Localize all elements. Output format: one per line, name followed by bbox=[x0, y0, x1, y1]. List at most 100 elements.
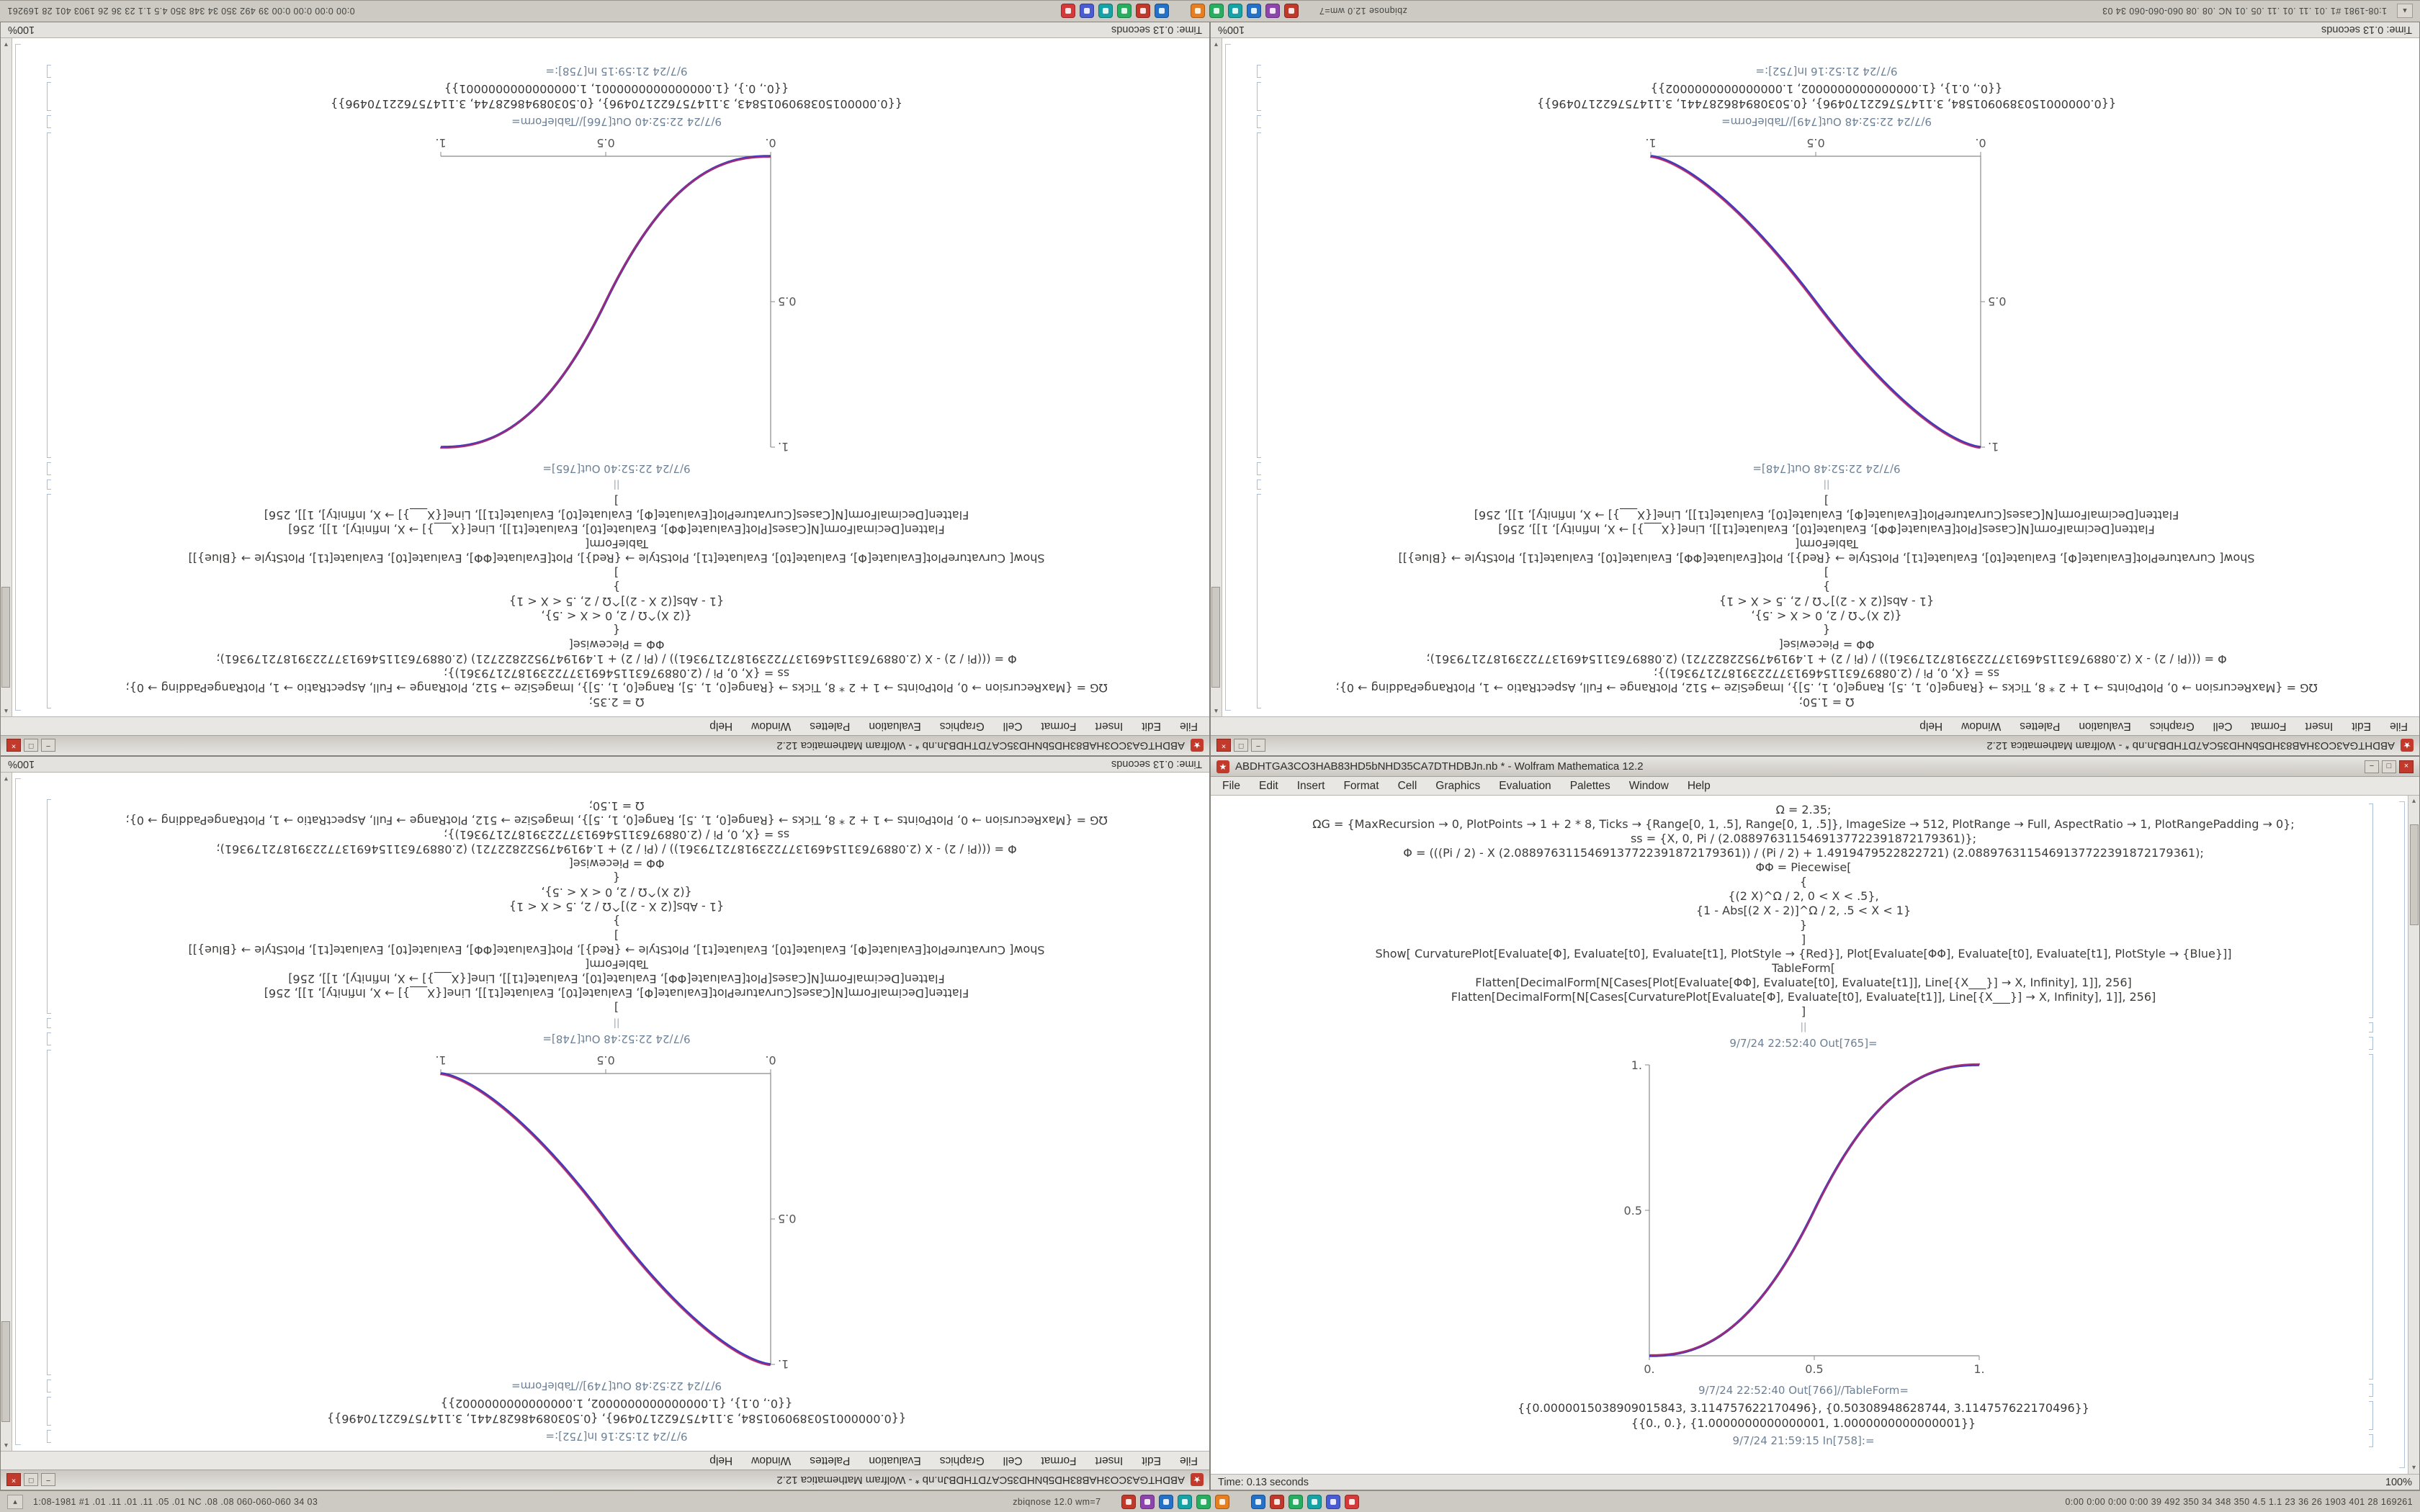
cell-bracket[interactable] bbox=[47, 1397, 51, 1426]
window-titlebar[interactable]: ★ ABDHTGA3CO3HAB83HD5bNHD35CA7DTHDBJn.nb… bbox=[1211, 735, 2419, 755]
minimize-button[interactable]: − bbox=[2365, 760, 2379, 773]
window-titlebar[interactable]: ★ ABDHTGA3CO3HAB83HD5bNHD35CA7DTHDBJn.nb… bbox=[1, 1470, 1209, 1490]
app-green-2-icon[interactable] bbox=[1289, 1494, 1304, 1509]
notebook-content[interactable]: Ω = 1.50; ΩG = {MaxRecursion → 0, PlotPoi… bbox=[1222, 38, 2419, 716]
close-button[interactable]: × bbox=[2399, 760, 2414, 773]
cell-bracket[interactable] bbox=[47, 480, 51, 490]
app-indigo-icon[interactable] bbox=[1326, 1494, 1341, 1509]
menu-edit[interactable]: Edit bbox=[1142, 720, 1162, 733]
cell-bracket[interactable] bbox=[2369, 1384, 2373, 1397]
menu-format[interactable]: Format bbox=[2251, 720, 2287, 733]
window-titlebar[interactable]: ★ ABDHTGA3CO3HAB83HD5bNHD35CA7DTHDBJn.nb… bbox=[1211, 757, 2419, 777]
menu-evaluation[interactable]: Evaluation bbox=[869, 1454, 921, 1467]
menu-cell[interactable]: Cell bbox=[1003, 720, 1023, 733]
menu-graphics[interactable]: Graphics bbox=[939, 1454, 985, 1467]
cell-bracket[interactable] bbox=[47, 1018, 51, 1028]
close-button[interactable]: × bbox=[6, 739, 21, 752]
vertical-scrollbar[interactable]: ▴ ▾ bbox=[2408, 796, 2419, 1474]
vertical-scrollbar[interactable]: ▴ ▾ bbox=[1211, 38, 1222, 716]
menu-cell[interactable]: Cell bbox=[2213, 720, 2233, 733]
scroll-up-icon[interactable]: ▴ bbox=[2411, 797, 2416, 805]
scroll-up-icon[interactable]: ▴ bbox=[1214, 707, 1219, 715]
show-desktop-button[interactable]: ▴ bbox=[7, 1494, 23, 1509]
menu-palettes[interactable]: Palettes bbox=[810, 720, 851, 733]
close-button[interactable]: × bbox=[1216, 739, 1231, 752]
cell-bracket[interactable] bbox=[2369, 1434, 2373, 1447]
menu-edit[interactable]: Edit bbox=[1258, 779, 1278, 792]
menu-insert[interactable]: Insert bbox=[2305, 720, 2334, 733]
cell-bracket[interactable] bbox=[2369, 1037, 2373, 1050]
menu-help[interactable]: Help bbox=[1919, 720, 1943, 733]
menu-window[interactable]: Window bbox=[1961, 720, 2002, 733]
cell-bracket[interactable] bbox=[47, 1380, 51, 1392]
cell-bracket[interactable] bbox=[47, 1050, 51, 1375]
cell-bracket[interactable] bbox=[1257, 494, 1261, 708]
maximize-button[interactable]: □ bbox=[24, 739, 38, 752]
maximize-button[interactable]: □ bbox=[24, 1473, 38, 1487]
cell-bracket[interactable] bbox=[1257, 462, 1261, 475]
app-blue-2-icon[interactable] bbox=[1251, 1494, 1266, 1509]
scroll-down-icon[interactable]: ▾ bbox=[2411, 1464, 2416, 1472]
menu-help[interactable]: Help bbox=[709, 720, 733, 733]
minimize-button[interactable]: − bbox=[41, 739, 55, 752]
cell-bracket[interactable] bbox=[47, 799, 51, 1014]
app-blue-icon[interactable] bbox=[1159, 1494, 1174, 1509]
cell-bracket[interactable] bbox=[2369, 1401, 2373, 1430]
menu-cell[interactable]: Cell bbox=[1003, 1454, 1023, 1467]
cell-group-bracket[interactable] bbox=[2399, 801, 2405, 1468]
maximize-button[interactable]: □ bbox=[1234, 739, 1248, 752]
menu-edit[interactable]: Edit bbox=[1142, 1454, 1162, 1467]
cell-group-bracket[interactable] bbox=[1225, 44, 1231, 711]
menu-evaluation[interactable]: Evaluation bbox=[869, 720, 921, 733]
scroll-up-icon[interactable]: ▴ bbox=[4, 707, 9, 715]
cell-bracket[interactable] bbox=[1257, 115, 1261, 128]
app-crimson-icon[interactable] bbox=[1345, 1494, 1360, 1509]
cell-bracket[interactable] bbox=[47, 1430, 51, 1443]
menu-help[interactable]: Help bbox=[1687, 779, 1711, 792]
cell-bracket[interactable] bbox=[1257, 480, 1261, 490]
scroll-down-icon[interactable]: ▾ bbox=[4, 775, 9, 783]
cell-bracket[interactable] bbox=[47, 132, 51, 458]
scrollbar-thumb[interactable] bbox=[1211, 587, 1221, 688]
menu-graphics[interactable]: Graphics bbox=[939, 720, 985, 733]
menu-file[interactable]: File bbox=[1180, 720, 1198, 733]
cell-bracket[interactable] bbox=[2369, 804, 2373, 1018]
menu-file[interactable]: File bbox=[2390, 720, 2408, 733]
menu-edit[interactable]: Edit bbox=[2352, 720, 2372, 733]
cell-bracket[interactable] bbox=[1257, 65, 1261, 78]
menu-format[interactable]: Format bbox=[1041, 1454, 1077, 1467]
menu-graphics[interactable]: Graphics bbox=[1435, 779, 1481, 792]
app-violet-icon[interactable] bbox=[1140, 1494, 1155, 1509]
menu-palettes[interactable]: Palettes bbox=[810, 1454, 851, 1467]
app-teal-icon[interactable] bbox=[1178, 1494, 1193, 1509]
menu-graphics[interactable]: Graphics bbox=[2149, 720, 2195, 733]
menu-help[interactable]: Help bbox=[709, 1454, 733, 1467]
menu-format[interactable]: Format bbox=[1343, 779, 1379, 792]
cell-bracket[interactable] bbox=[47, 1032, 51, 1045]
close-button[interactable]: × bbox=[6, 1473, 21, 1487]
scrollbar-thumb[interactable] bbox=[2409, 824, 2419, 925]
app-green-icon[interactable] bbox=[1196, 1494, 1211, 1509]
cell-bracket[interactable] bbox=[47, 65, 51, 78]
cell-bracket[interactable] bbox=[2369, 1022, 2373, 1032]
menu-window[interactable]: Window bbox=[751, 720, 792, 733]
menu-window[interactable]: Window bbox=[1628, 779, 1669, 792]
notebook-content[interactable]: Ω = 2.35; ΩG = {MaxRecursion → 0, PlotPoi… bbox=[12, 38, 1209, 716]
notebook-content[interactable]: Ω = 2.35; ΩG = {MaxRecursion → 0, PlotPoi… bbox=[1211, 796, 2408, 1474]
menu-insert[interactable]: Insert bbox=[1095, 1454, 1124, 1467]
menu-file[interactable]: File bbox=[1180, 1454, 1198, 1467]
app-red-2-icon[interactable] bbox=[1270, 1494, 1285, 1509]
menu-insert[interactable]: Insert bbox=[1095, 720, 1124, 733]
menu-evaluation[interactable]: Evaluation bbox=[1499, 779, 1551, 792]
cell-bracket[interactable] bbox=[1257, 82, 1261, 111]
cell-bracket[interactable] bbox=[47, 494, 51, 708]
app-teal-2-icon[interactable] bbox=[1307, 1494, 1322, 1509]
cell-bracket[interactable] bbox=[2369, 1054, 2373, 1380]
menu-cell[interactable]: Cell bbox=[1397, 779, 1417, 792]
menu-palettes[interactable]: Palettes bbox=[1569, 779, 1610, 792]
scroll-down-icon[interactable]: ▾ bbox=[4, 40, 9, 48]
cell-bracket[interactable] bbox=[1257, 132, 1261, 458]
menu-evaluation[interactable]: Evaluation bbox=[2079, 720, 2131, 733]
notebook-content[interactable]: 9/7/24 21:52:16 In[752]:= {{0.00000015038… bbox=[12, 773, 1209, 1451]
scroll-down-icon[interactable]: ▾ bbox=[1214, 40, 1219, 48]
